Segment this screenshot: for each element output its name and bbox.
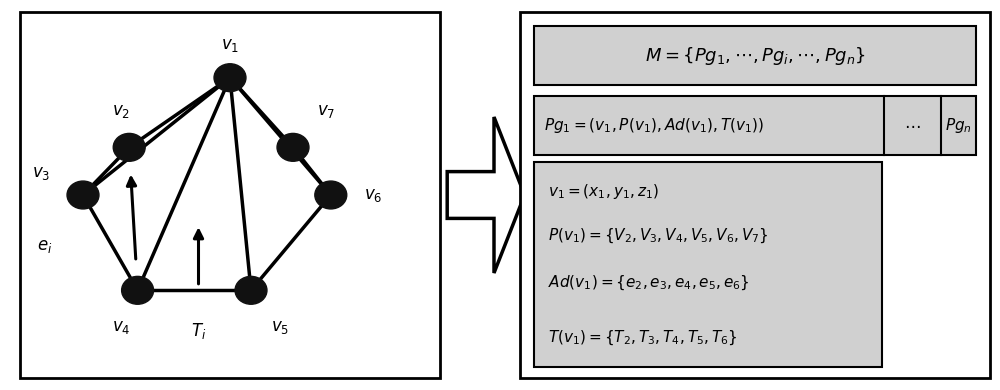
Text: $v_6$: $v_6$ <box>364 186 382 204</box>
Circle shape <box>122 277 154 304</box>
Circle shape <box>235 277 267 304</box>
Text: $M = \{Pg_1, \cdots, Pg_i, \cdots, Pg_n\}$: $M = \{Pg_1, \cdots, Pg_i, \cdots, Pg_n\… <box>645 45 865 67</box>
Text: $v_2$: $v_2$ <box>112 102 130 120</box>
Circle shape <box>315 181 347 209</box>
Text: $Pg_1 = (v_1, P(v_1), Ad(v_1), T(v_1))$: $Pg_1 = (v_1, P(v_1), Ad(v_1), T(v_1))$ <box>544 116 764 135</box>
Text: $v_4$: $v_4$ <box>112 318 130 336</box>
Text: $v_7$: $v_7$ <box>317 102 336 120</box>
Text: $v_3$: $v_3$ <box>32 164 50 182</box>
Text: $Pg_n$: $Pg_n$ <box>945 116 972 135</box>
FancyBboxPatch shape <box>20 12 440 378</box>
Text: $T_i$: $T_i$ <box>191 321 206 340</box>
Text: $v_1 = (x_1, y_1, z_1)$: $v_1 = (x_1, y_1, z_1)$ <box>548 182 659 201</box>
FancyBboxPatch shape <box>534 162 882 367</box>
FancyBboxPatch shape <box>520 12 990 378</box>
Text: $v_1$: $v_1$ <box>221 36 239 54</box>
Text: $P(v_1) = \{V_2, V_3, V_4, V_5, V_6, V_7\}$: $P(v_1) = \{V_2, V_3, V_4, V_5, V_6, V_7… <box>548 226 769 245</box>
Text: $T(v_1) = \{T_2, T_3, T_4, T_5, T_6\}$: $T(v_1) = \{T_2, T_3, T_4, T_5, T_6\}$ <box>548 329 738 347</box>
Polygon shape <box>447 117 525 273</box>
Text: $e_i$: $e_i$ <box>37 238 53 255</box>
FancyBboxPatch shape <box>534 96 976 155</box>
Text: $v_5$: $v_5$ <box>271 318 289 336</box>
Circle shape <box>214 64 246 92</box>
Text: $Ad(v_1) = \{e_2, e_3, e_4, e_5, e_6\}$: $Ad(v_1) = \{e_2, e_3, e_4, e_5, e_6\}$ <box>548 274 750 292</box>
Circle shape <box>113 133 145 161</box>
Text: $\cdots$: $\cdots$ <box>904 116 921 134</box>
Circle shape <box>67 181 99 209</box>
Circle shape <box>277 133 309 161</box>
FancyBboxPatch shape <box>534 27 976 85</box>
